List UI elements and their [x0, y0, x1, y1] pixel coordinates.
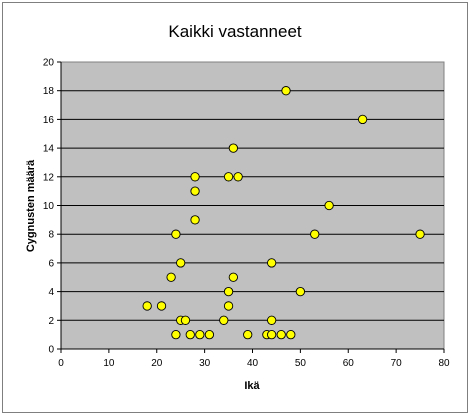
- y-tick-label: 0: [48, 345, 54, 356]
- data-points: [142, 86, 425, 340]
- data-point: [190, 186, 200, 196]
- y-tick-label: 18: [43, 86, 55, 97]
- y-tick-label: 10: [43, 201, 55, 212]
- x-tick-labels: 0 10 20 30 40 50 60 70 80: [58, 349, 450, 369]
- data-point: [266, 329, 277, 340]
- data-point: [190, 172, 200, 182]
- data-point: [295, 286, 306, 297]
- data-point: [180, 315, 191, 325]
- data-point: [223, 301, 234, 311]
- data-point: [223, 286, 234, 297]
- data-point: [228, 143, 239, 153]
- x-tick-label: 40: [247, 358, 259, 369]
- x-tick-label: 80: [438, 358, 450, 369]
- data-point: [166, 272, 176, 282]
- data-point: [195, 329, 205, 340]
- y-tick-labels: 0 2 4 6 8 10 12 14 16 18 20: [43, 58, 61, 356]
- data-point: [281, 86, 291, 96]
- data-point: [142, 301, 152, 311]
- y-tick-label: 8: [48, 230, 54, 241]
- data-point: [266, 315, 277, 325]
- data-point: [233, 172, 243, 182]
- data-point: [228, 272, 239, 282]
- data-point: [204, 329, 215, 340]
- data-point: [276, 329, 286, 340]
- data-point: [185, 329, 195, 340]
- x-axis-label: Ikä: [244, 380, 260, 392]
- data-point: [357, 114, 368, 125]
- x-tick-label: 70: [391, 358, 403, 369]
- x-tick-label: 50: [295, 358, 307, 369]
- data-point: [324, 200, 334, 211]
- x-tick-label: 60: [343, 358, 355, 369]
- data-point: [286, 329, 296, 340]
- data-point: [223, 172, 234, 182]
- x-tick-label: 0: [58, 358, 64, 369]
- y-tick-label: 14: [43, 144, 55, 155]
- data-point: [190, 215, 200, 225]
- x-tick-label: 20: [151, 358, 163, 369]
- grid-lines: [61, 90, 444, 321]
- data-point: [219, 315, 229, 325]
- data-point: [156, 301, 167, 311]
- chart-title: Kaikki vastanneet: [168, 22, 302, 41]
- data-point: [243, 329, 253, 340]
- data-point: [310, 229, 320, 239]
- data-point: [415, 229, 425, 239]
- data-point: [266, 258, 277, 268]
- y-tick-label: 20: [43, 58, 55, 69]
- x-tick-label: 30: [199, 358, 211, 369]
- y-tick-label: 4: [48, 287, 54, 298]
- data-point: [171, 229, 181, 239]
- data-point: [171, 329, 181, 340]
- data-point: [176, 258, 186, 268]
- y-tick-label: 2: [48, 316, 54, 327]
- y-tick-label: 6: [48, 258, 54, 269]
- y-tick-label: 12: [43, 172, 55, 183]
- x-tick-label: 10: [103, 358, 115, 369]
- y-tick-label: 16: [43, 115, 55, 126]
- y-axis-label: Cygnusten määrä: [25, 159, 37, 252]
